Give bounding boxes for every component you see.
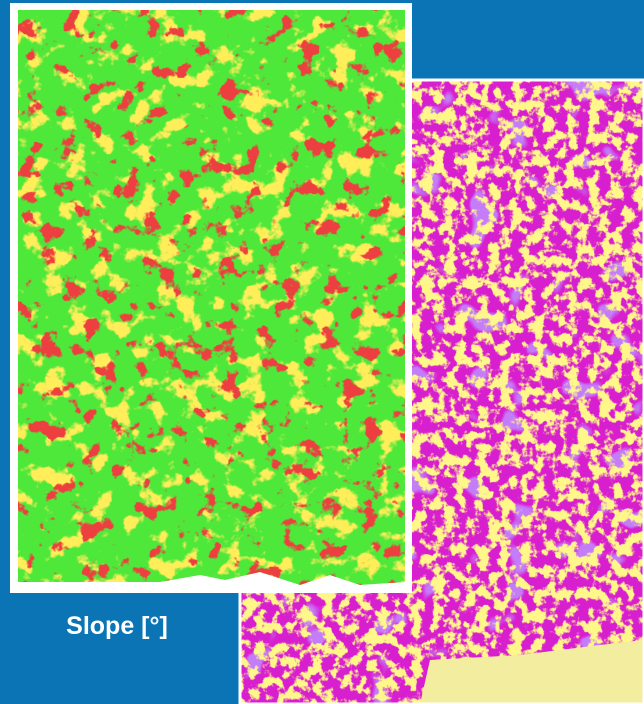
caption: Slope [°] [66, 612, 168, 640]
map-texture [18, 10, 405, 585]
page: Slope [°] (() => { const data = JSON.par… [0, 0, 644, 704]
slope-map [18, 10, 405, 585]
slide: Slope [°] [0, 0, 644, 704]
